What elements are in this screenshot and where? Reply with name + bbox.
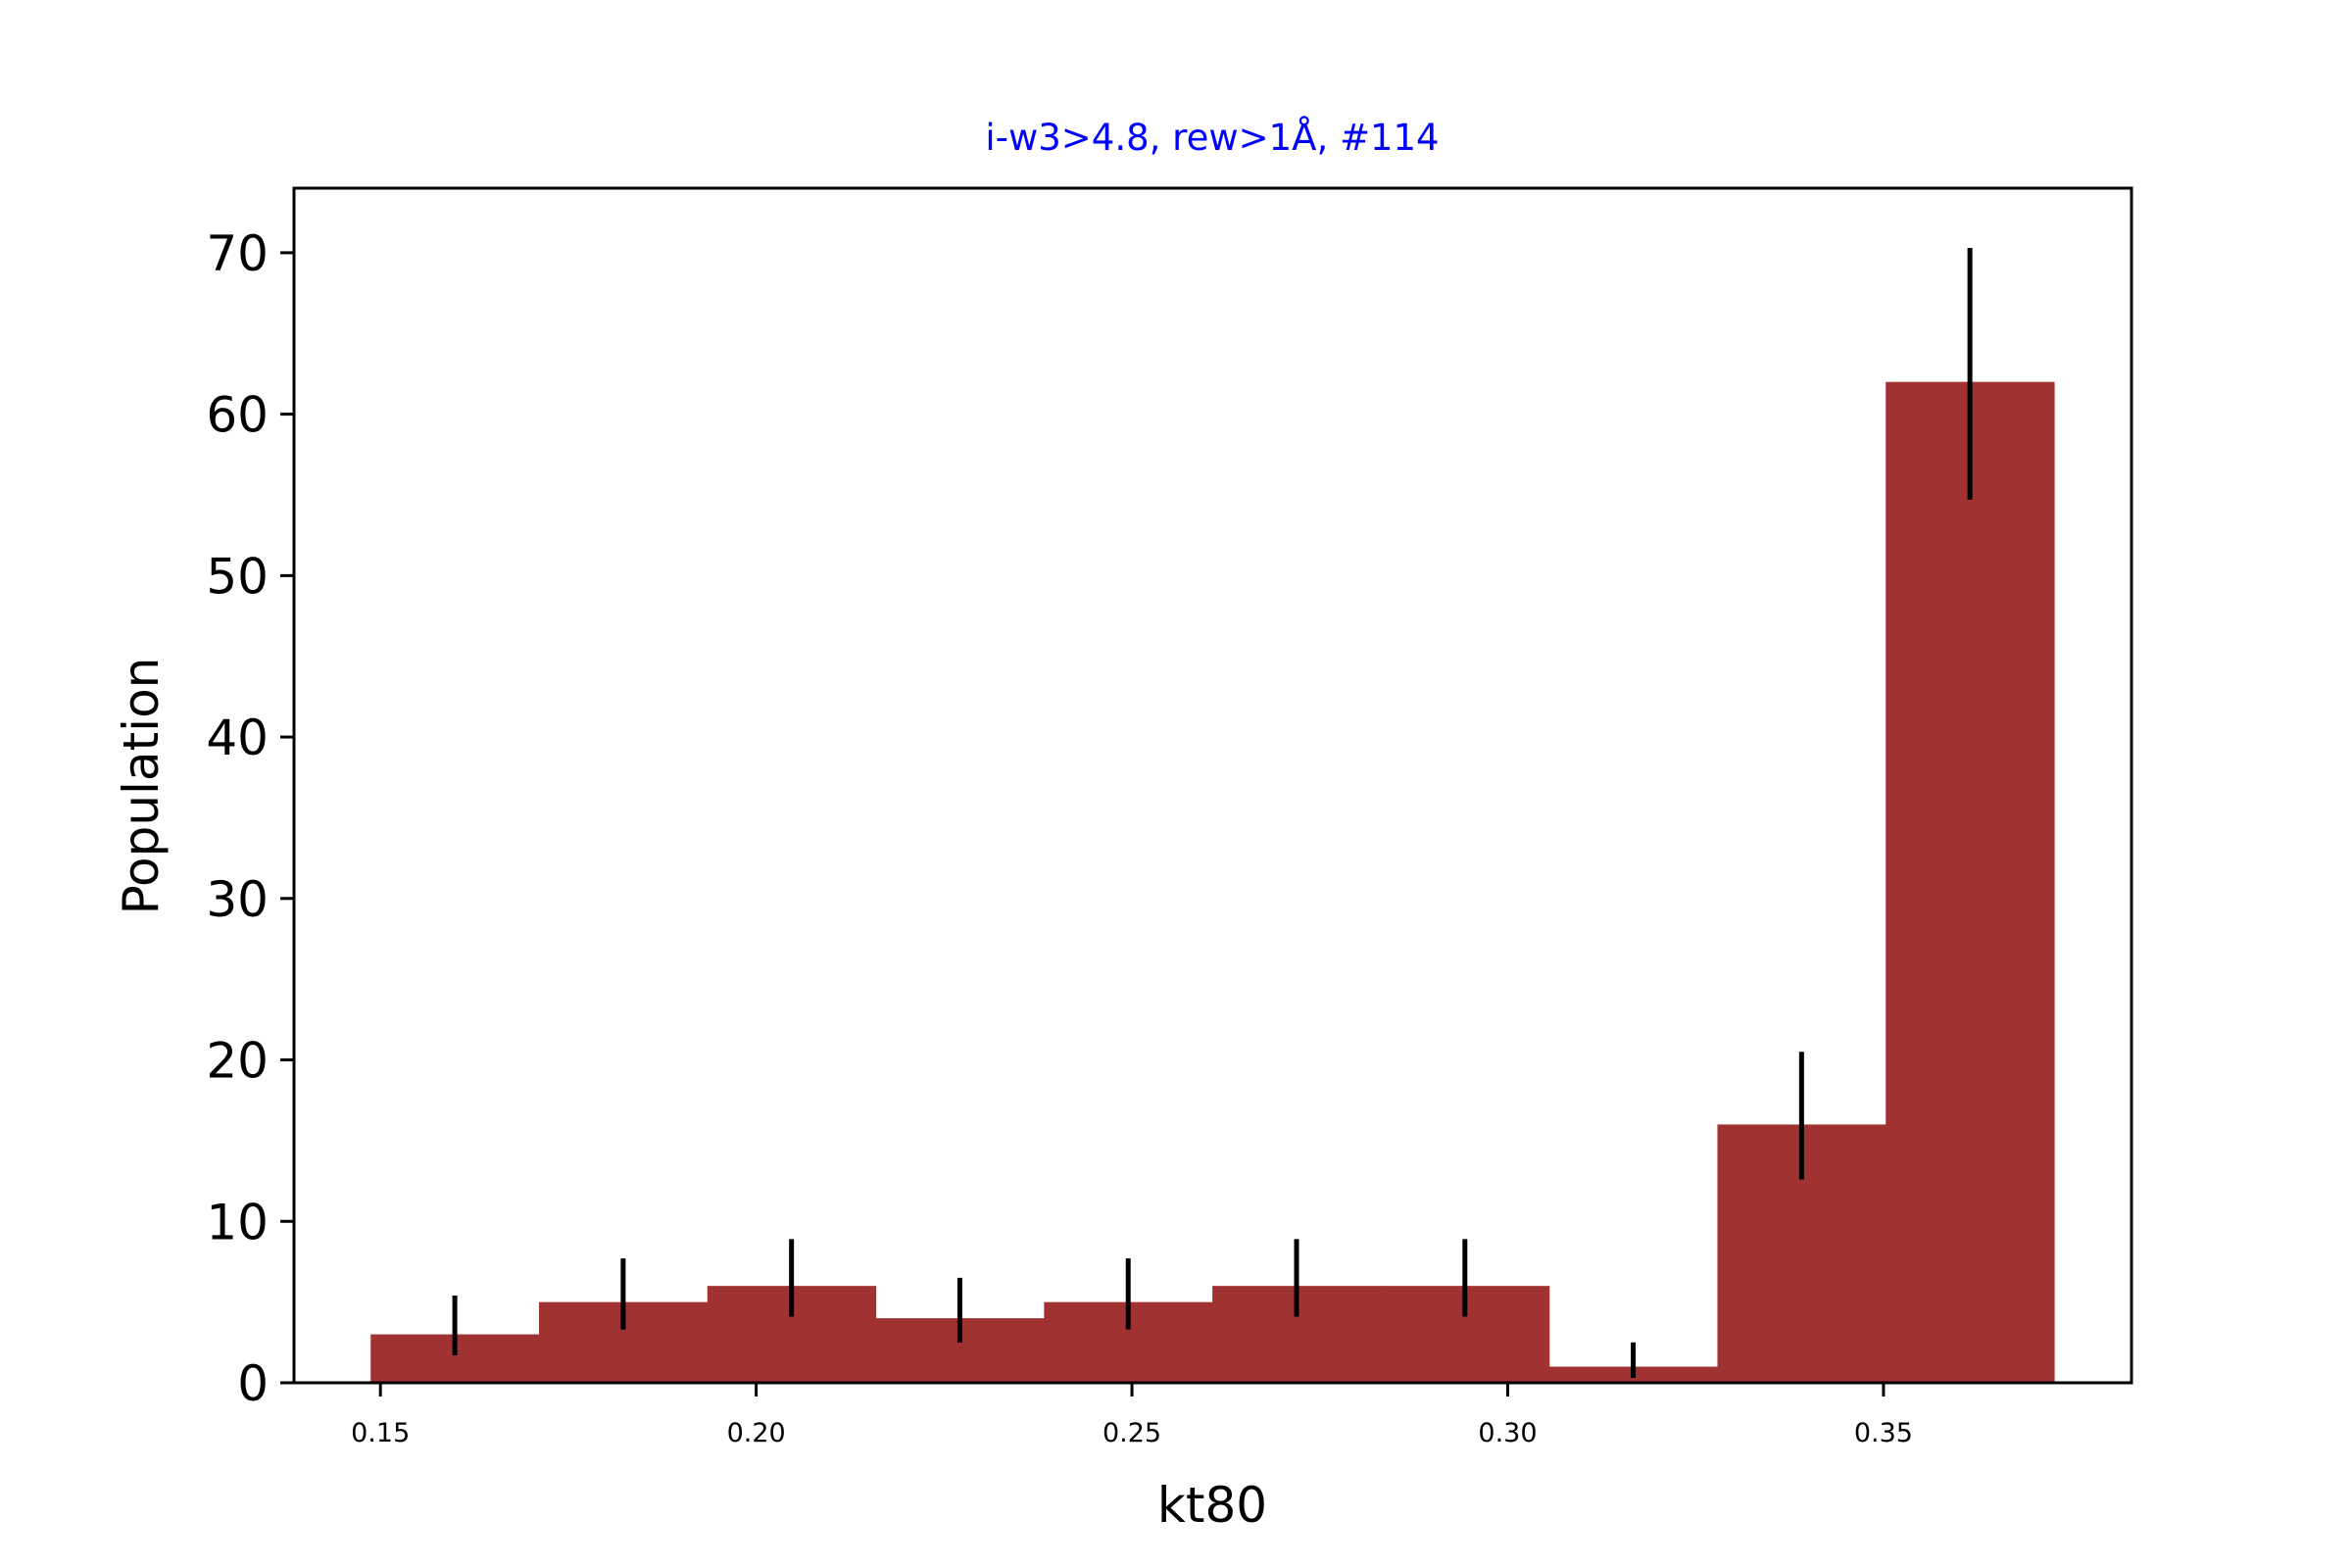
histogram-bar — [1886, 381, 2055, 1383]
y-tick-label: 30 — [206, 871, 269, 928]
y-axis-label: Population — [113, 658, 170, 915]
chart-title: i-w3>4.8, rew>1Å, #114 — [985, 116, 1439, 159]
x-tick-label: 0.30 — [1478, 1418, 1537, 1448]
x-axis-label: kt80 — [1157, 1477, 1267, 1534]
y-tick-label: 20 — [206, 1033, 269, 1090]
y-tick-label: 40 — [206, 710, 269, 766]
errorbar-series — [452, 247, 1973, 1379]
y-tick-label: 60 — [206, 387, 269, 444]
bar-series — [370, 381, 2055, 1383]
x-tick-label: 0.15 — [351, 1418, 410, 1448]
x-tick-label: 0.35 — [1854, 1418, 1913, 1448]
y-tick-label: 10 — [206, 1194, 269, 1250]
x-tick-label: 0.25 — [1102, 1418, 1161, 1448]
y-tick-label: 0 — [237, 1355, 269, 1412]
y-tick-label: 70 — [206, 225, 269, 282]
x-tick-label: 0.20 — [727, 1418, 786, 1448]
y-axis-ticks: 0 10 20 30 40 50 60 70 — [206, 225, 294, 1412]
plot-frame — [292, 186, 2133, 1385]
x-axis-ticks: 0.15 0.20 0.25 0.30 0.35 — [351, 1383, 1913, 1448]
y-tick-label: 50 — [206, 548, 269, 605]
